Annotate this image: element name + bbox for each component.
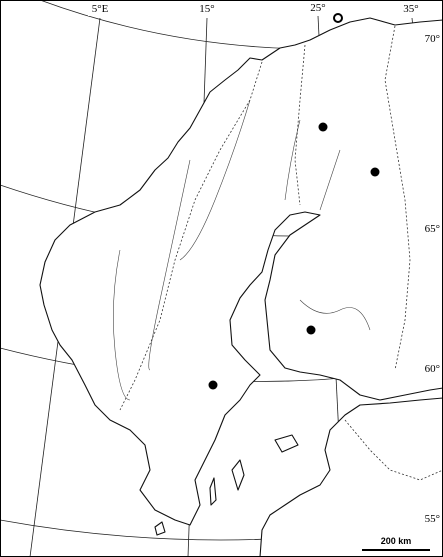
border	[294, 44, 306, 206]
locality-marker	[333, 13, 343, 23]
borders	[119, 25, 443, 481]
latitude-label: 55°	[425, 513, 440, 525]
longitude-label: 15°	[199, 3, 214, 15]
locality-marker	[208, 380, 218, 390]
longitude-label: 25°	[310, 2, 325, 14]
label-bg	[196, 2, 218, 16]
river	[284, 119, 301, 201]
latitude-label: 65°	[425, 223, 440, 235]
latitude-label: 60°	[425, 363, 440, 375]
latitude-label: 70°	[425, 33, 440, 45]
locality-marker	[370, 167, 380, 177]
label-bg	[400, 2, 422, 16]
label-bg	[88, 2, 114, 16]
longitude-label: 35°	[403, 3, 418, 15]
scale-label: 200 km	[381, 536, 412, 546]
bornholm	[154, 521, 166, 536]
oland	[209, 477, 217, 506]
locality-marker	[306, 325, 316, 335]
locality-marker	[318, 122, 328, 132]
river	[148, 159, 191, 371]
scandinavia-land	[39, 17, 443, 526]
rivers	[113, 99, 371, 401]
lake-district	[299, 299, 371, 331]
river	[113, 249, 131, 401]
gotland	[231, 459, 245, 491]
saaremaa	[274, 434, 299, 453]
longitude-label: 5°E	[92, 3, 109, 15]
baltic-south-coast	[259, 397, 443, 557]
localities	[208, 13, 380, 390]
river	[319, 149, 341, 211]
border	[119, 61, 263, 411]
border	[384, 25, 411, 371]
river	[179, 99, 251, 261]
